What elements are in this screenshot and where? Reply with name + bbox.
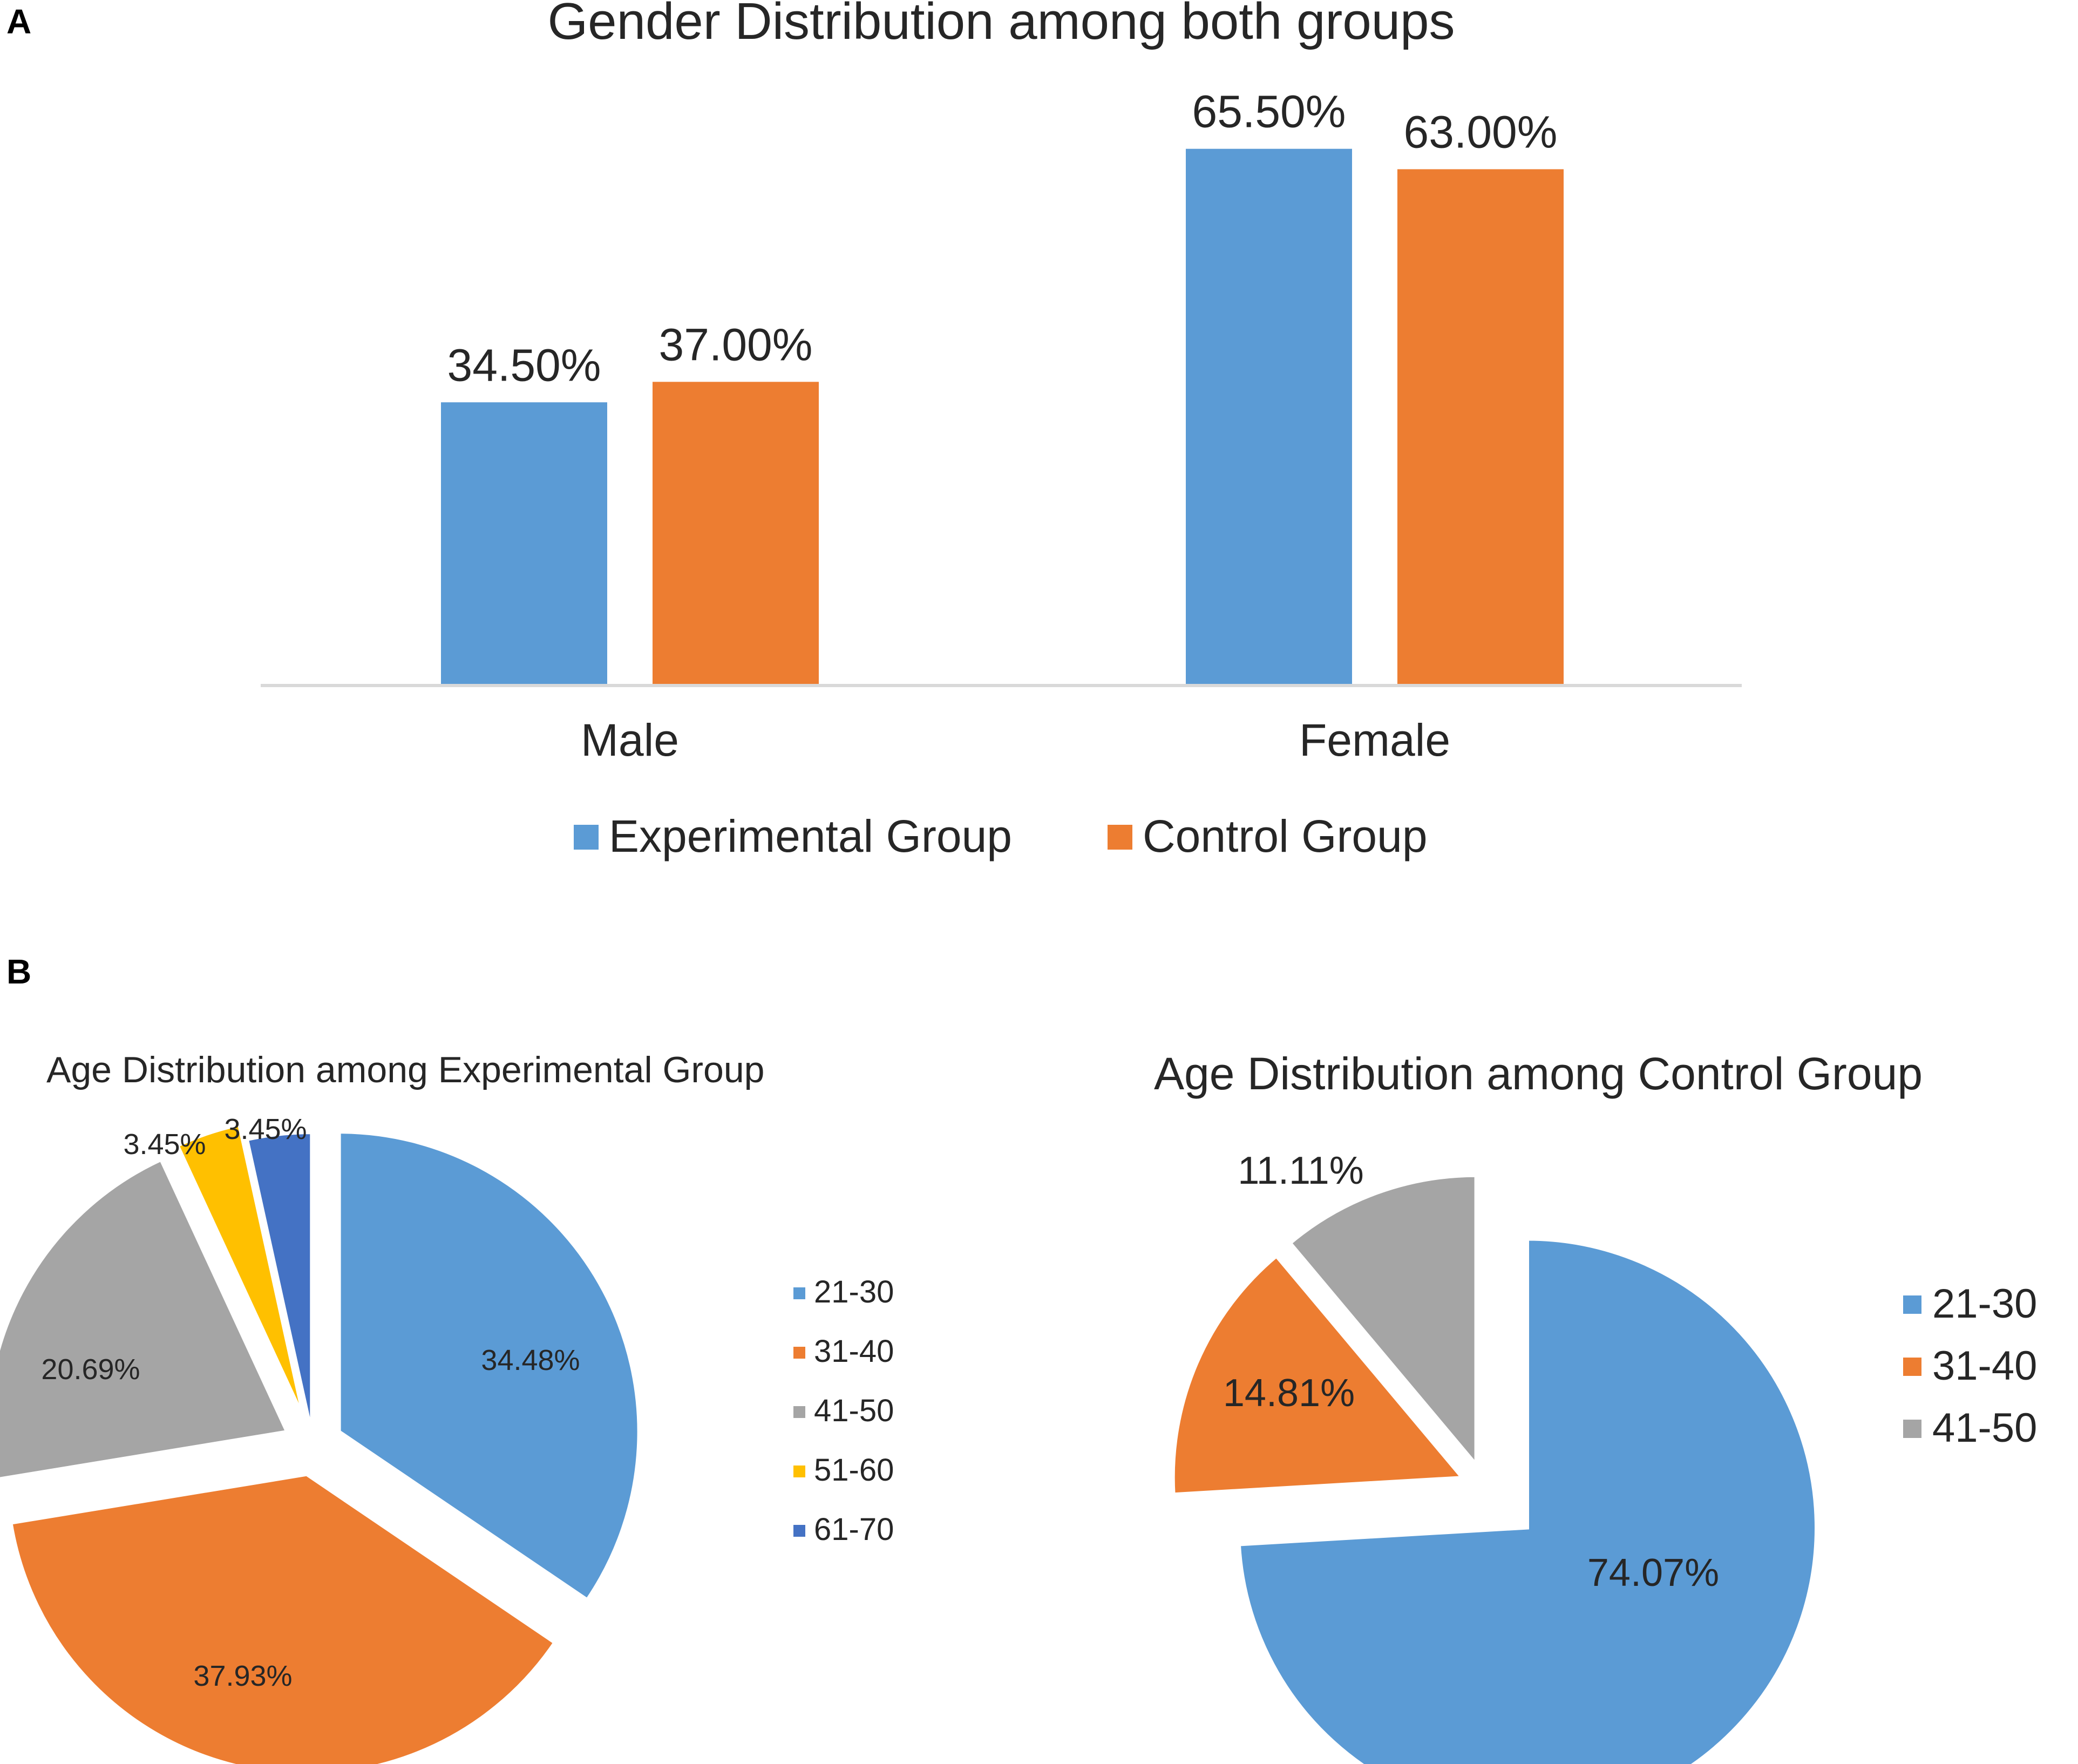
pie-exp-value-label-51-60: 3.45% — [123, 1128, 206, 1161]
legend-label-exp-61-70: 61-70 — [814, 1512, 894, 1547]
pie-ctrl-slice-31-40 — [1171, 1254, 1465, 1496]
pie-exp-value-label-21-30: 34.48% — [481, 1344, 580, 1376]
experimental-age-pie-chart: Age Distribution among Experimental Grou… — [0, 1049, 894, 1764]
pie-exp-slice-21-30 — [337, 1130, 641, 1602]
legend-swatch-exp-41-50 — [793, 1406, 805, 1418]
bar-female-experimental — [1186, 148, 1352, 684]
legend-label-control: Control Group — [1143, 811, 1428, 861]
legend-label-experimental: Experimental Group — [609, 811, 1012, 861]
pie-exp-slice-31-40 — [9, 1473, 557, 1764]
panel-label-a: A — [6, 2, 31, 41]
legend-swatch-experimental — [574, 825, 599, 850]
pie-ctrl-title: Age Distribution among Control Group — [1154, 1048, 1923, 1099]
legend-swatch-exp-61-70 — [793, 1525, 805, 1537]
control-age-pie-chart: Age Distribution among Control Group 74.… — [1154, 1048, 2037, 1764]
pie-ctrl-value-label-21-30: 74.07% — [1587, 1551, 1719, 1595]
bar-value-label-female-control: 63.00% — [1404, 107, 1558, 158]
gender-bar-chart: Gender Distribution among both groups 34… — [261, 0, 1742, 861]
legend-swatch-ctrl-41-50 — [1903, 1420, 1921, 1438]
legend-swatch-ctrl-31-40 — [1903, 1358, 1921, 1376]
bar-chart-title: Gender Distribution among both groups — [548, 0, 1455, 50]
bar-value-label-female-experimental: 65.50% — [1192, 86, 1346, 137]
legend-label-exp-31-40: 31-40 — [814, 1334, 894, 1369]
pie-ctrl-slice-41-50 — [1288, 1173, 1478, 1469]
legend-swatch-exp-51-60 — [793, 1466, 805, 1477]
pie-ctrl-value-label-41-50: 11.11% — [1238, 1149, 1364, 1192]
bar-value-label-male-control: 37.00% — [659, 319, 813, 370]
pie-ctrl-slice-21-30 — [1237, 1237, 1818, 1764]
bar-male-control — [653, 382, 819, 684]
legend-label-ctrl-21-30: 21-30 — [1932, 1281, 2037, 1327]
pie-exp-title: Age Distribution among Experimental Grou… — [46, 1049, 764, 1090]
pie-exp-value-label-61-70: 3.45% — [224, 1113, 307, 1145]
bar-legend: Experimental Group Control Group — [574, 811, 1428, 861]
legend-label-ctrl-31-40: 31-40 — [1932, 1343, 2037, 1389]
category-label-male: Male — [581, 715, 679, 765]
panel-label-b: B — [6, 952, 31, 991]
legend-swatch-control — [1108, 825, 1132, 850]
legend-label-exp-41-50: 41-50 — [814, 1393, 894, 1428]
legend-label-exp-51-60: 51-60 — [814, 1453, 894, 1488]
pie-exp-legend: 21-30 31-40 41-50 51-60 61-70 — [793, 1274, 894, 1547]
pie-ctrl-value-label-31-40: 14.81% — [1223, 1372, 1355, 1415]
legend-swatch-ctrl-21-30 — [1903, 1295, 1921, 1314]
pie-exp-slice-61-70 — [245, 1131, 314, 1433]
bar-female-control — [1397, 169, 1564, 684]
legend-swatch-exp-21-30 — [793, 1287, 805, 1299]
pie-ctrl-legend: 21-30 31-40 41-50 — [1903, 1281, 2037, 1451]
pie-exp-slice-41-50 — [0, 1157, 289, 1481]
bar-male-experimental — [441, 402, 607, 684]
legend-label-ctrl-41-50: 41-50 — [1932, 1405, 2037, 1451]
legend-label-exp-21-30: 21-30 — [814, 1274, 894, 1310]
pie-exp-value-label-31-40: 37.93% — [193, 1660, 292, 1692]
bar-value-label-male-experimental: 34.50% — [447, 340, 601, 390]
pie-exp-slice-51-60 — [175, 1123, 305, 1419]
category-label-female: Female — [1299, 715, 1450, 765]
pie-exp-value-label-41-50: 20.69% — [41, 1353, 140, 1386]
legend-swatch-exp-31-40 — [793, 1347, 805, 1359]
